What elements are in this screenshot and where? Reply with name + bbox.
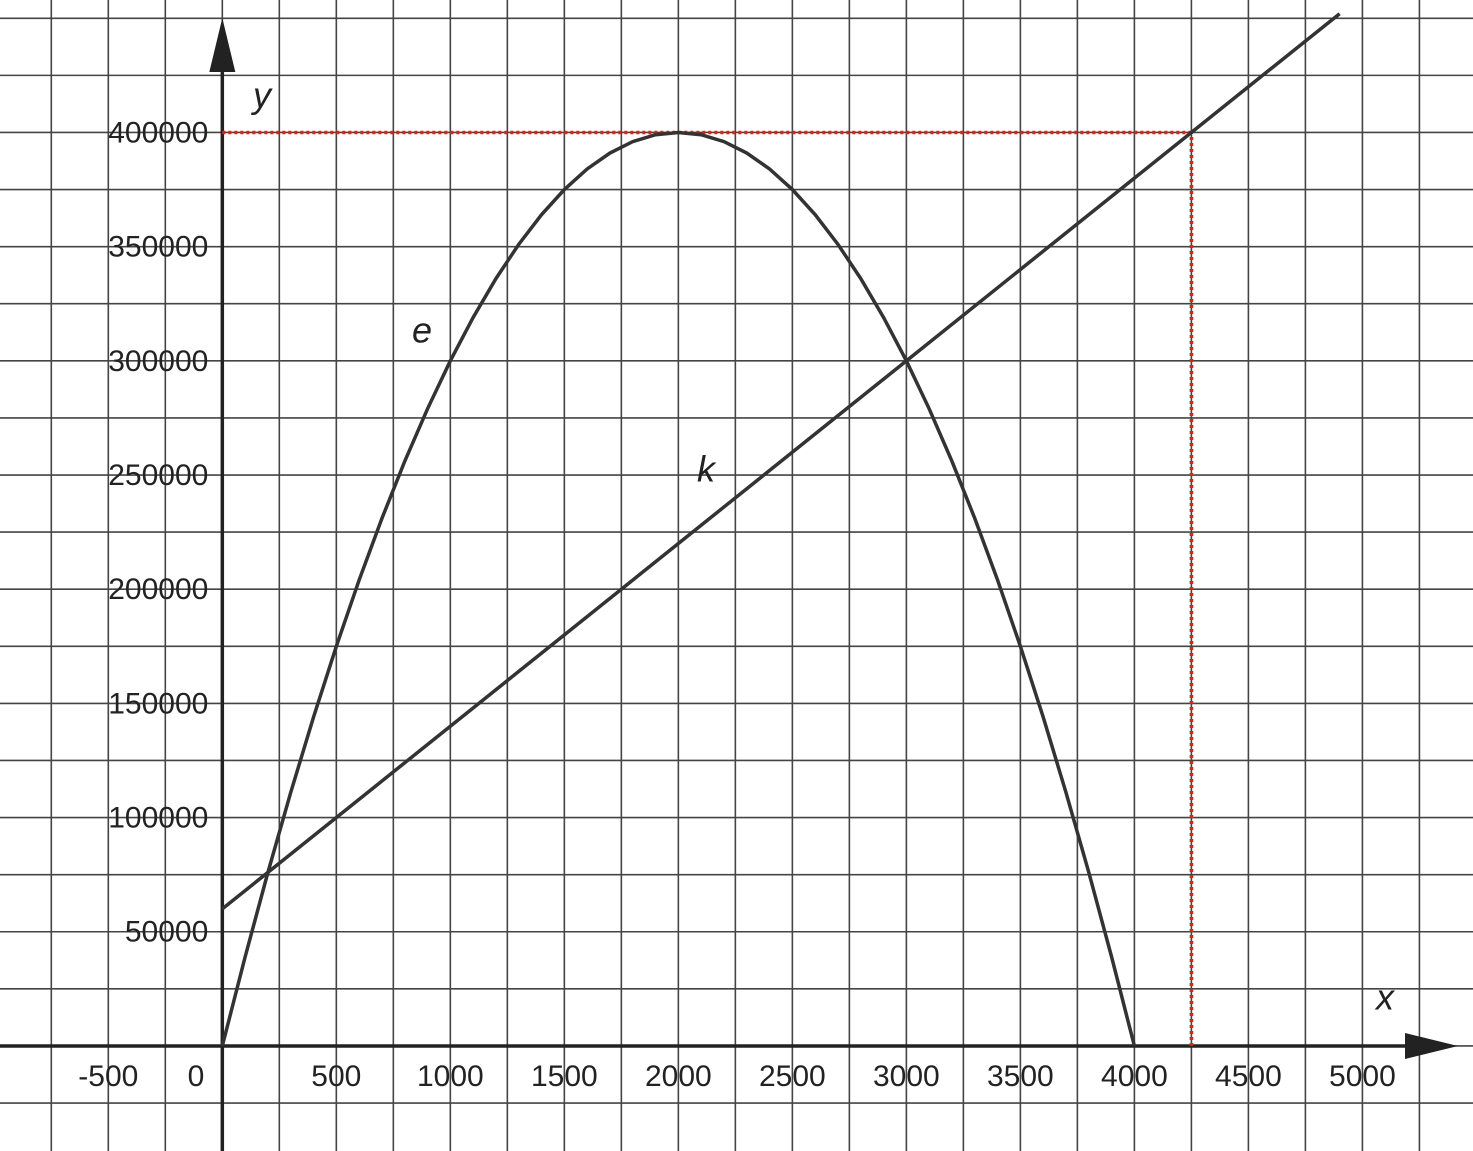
x-tick-label: 2000 — [645, 1060, 712, 1093]
y-tick-label: 50000 — [125, 916, 208, 949]
x-tick-label: 4500 — [1215, 1060, 1282, 1093]
x-tick-label: -500 — [78, 1060, 138, 1093]
curve — [221, 12, 1341, 911]
series-label: k — [697, 449, 717, 490]
y-tick-label: 350000 — [108, 231, 208, 264]
x-tick-label: 4000 — [1101, 1060, 1168, 1093]
x-tick-label: 500 — [311, 1060, 361, 1093]
x-tick-label: 2500 — [759, 1060, 826, 1093]
y-tick-label: 200000 — [108, 573, 208, 606]
x-axis-arrow — [1405, 1032, 1458, 1059]
x-tick-label: 1500 — [531, 1060, 598, 1093]
curve — [220, 130, 1137, 1047]
y-tick-label: 150000 — [108, 687, 208, 720]
x-tick-label: 1000 — [417, 1060, 484, 1093]
x-tick-label: 3500 — [987, 1060, 1054, 1093]
y-tick-label: 400000 — [108, 116, 208, 149]
x-tick-label: 0 — [188, 1060, 205, 1093]
x-tick-label: 5000 — [1329, 1060, 1396, 1093]
y-tick-label: 250000 — [108, 459, 208, 492]
series-label: e — [412, 310, 432, 351]
y-tick-label: 300000 — [108, 345, 208, 378]
x-tick-label: 3000 — [873, 1060, 940, 1093]
x-axis-label: x — [1374, 977, 1396, 1018]
y-tick-label: 100000 — [108, 801, 208, 834]
y-axis-label: y — [250, 75, 273, 116]
y-axis-arrow — [209, 18, 236, 72]
